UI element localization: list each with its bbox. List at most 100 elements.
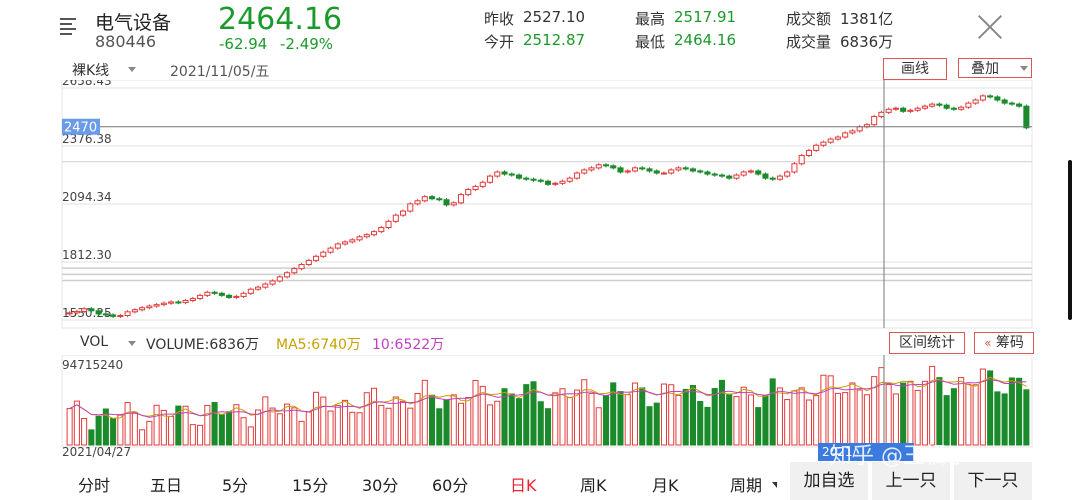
indicator-chevron-icon[interactable]	[128, 341, 136, 346]
volume-bar	[356, 412, 363, 446]
volume-bar	[588, 392, 595, 446]
volume-bar	[682, 388, 689, 446]
volume-bar	[276, 413, 283, 446]
tab-7[interactable]: 周K	[580, 476, 607, 495]
candle	[110, 314, 117, 317]
indicator-select[interactable]: VOL	[80, 334, 109, 350]
candle	[834, 136, 841, 140]
candle	[298, 264, 305, 270]
volume-bar	[443, 399, 450, 446]
candle	[900, 107, 907, 112]
candle	[73, 310, 80, 314]
scrollbar[interactable]	[1068, 160, 1072, 320]
candle	[573, 172, 581, 179]
next-stock-button[interactable]: 下一只	[954, 462, 1032, 500]
volume-bar	[146, 420, 153, 446]
prev-stock-button[interactable]: 上一只	[872, 462, 950, 500]
volume-bar	[175, 405, 182, 446]
volume-bar	[958, 377, 965, 446]
stat-label-open: 今开	[484, 33, 515, 51]
volume-bar	[950, 388, 957, 446]
candle	[979, 95, 986, 101]
volume-bar	[73, 400, 80, 446]
range-stats-button[interactable]: 区间统计	[889, 332, 965, 354]
candle	[856, 126, 863, 132]
candle	[255, 286, 262, 290]
chevron-down-icon[interactable]	[128, 67, 136, 72]
menu-icon[interactable]	[60, 18, 80, 36]
volume-bar	[1016, 377, 1023, 446]
volume-bar	[494, 400, 501, 446]
overlay-button[interactable]: 叠加	[958, 58, 1032, 78]
volume-bar	[131, 411, 138, 446]
candle	[211, 291, 218, 294]
volume-bar	[813, 395, 820, 446]
volume-bar	[610, 382, 617, 446]
tab-3[interactable]: 15分	[292, 476, 329, 495]
tab-4[interactable]: 30分	[362, 476, 399, 495]
volume-bar	[581, 379, 588, 446]
volume-bar	[313, 391, 320, 446]
tab-6[interactable]: 日K	[510, 476, 537, 495]
volume-bar	[428, 394, 436, 446]
candle	[197, 294, 204, 299]
candle	[769, 177, 776, 180]
candle	[66, 312, 73, 315]
volume-bar	[776, 387, 783, 446]
stat-value-high: 2517.91	[674, 8, 737, 26]
tab-9[interactable]: 周期	[730, 476, 763, 495]
candle	[457, 194, 465, 204]
volume-bar	[349, 411, 356, 446]
volume-bar	[573, 389, 581, 446]
volume-bar	[305, 411, 312, 446]
volume-bar	[211, 402, 218, 446]
volume-bar	[994, 391, 1001, 446]
tab-1[interactable]: 五日	[150, 476, 183, 495]
price-chart[interactable]: 2658.43 2376.38 2094.34 1812.30 1530.25 2470	[0, 80, 1082, 330]
volume-chart-frame	[61, 355, 1033, 448]
crosshair-date-label: 2021/	[818, 443, 914, 461]
volume-bar	[668, 384, 675, 446]
candle	[428, 196, 436, 200]
candle	[1001, 99, 1008, 104]
volume-bar	[501, 388, 508, 446]
candle	[907, 109, 914, 112]
candle	[921, 105, 928, 109]
tab-5[interactable]: 60分	[432, 476, 469, 495]
candle	[233, 295, 240, 298]
candle	[827, 138, 834, 143]
candle	[914, 107, 921, 111]
period-chevron-icon[interactable]	[772, 482, 777, 488]
volume-bar	[943, 395, 950, 446]
candle	[472, 185, 479, 190]
volume-bar	[226, 411, 233, 446]
add-watchlist-button[interactable]: 加自选	[790, 462, 868, 500]
volume-chart[interactable]: 94715240 2021/04/27	[0, 355, 1082, 460]
candle	[776, 175, 783, 180]
volume-bar	[204, 404, 211, 446]
volume-bar	[602, 395, 610, 446]
kline-type-select[interactable]: 裸K线	[72, 63, 110, 79]
candle	[798, 155, 805, 165]
candle	[958, 106, 965, 110]
close-icon[interactable]	[977, 14, 1003, 40]
draw-line-button[interactable]: 画线	[883, 58, 947, 80]
tab-8[interactable]: 月K	[652, 476, 679, 495]
volume-bar	[689, 385, 696, 446]
tab-2[interactable]: 5分	[222, 476, 249, 495]
volume-bar	[1001, 393, 1008, 446]
volume-bar	[740, 386, 747, 446]
candle	[313, 255, 320, 261]
stock-code: 880446	[95, 32, 157, 51]
chip-button[interactable]: « 筹码	[974, 332, 1034, 354]
overlay-chevron-icon[interactable]	[1020, 66, 1028, 71]
tab-0[interactable]: 分时	[78, 476, 111, 495]
candle	[189, 297, 196, 302]
candle	[131, 309, 138, 313]
candle	[704, 171, 711, 175]
volume-bar	[653, 402, 660, 446]
volume-bar	[965, 383, 972, 446]
volume-bar	[820, 374, 827, 446]
volume-bar	[421, 379, 428, 446]
candle	[421, 196, 428, 202]
